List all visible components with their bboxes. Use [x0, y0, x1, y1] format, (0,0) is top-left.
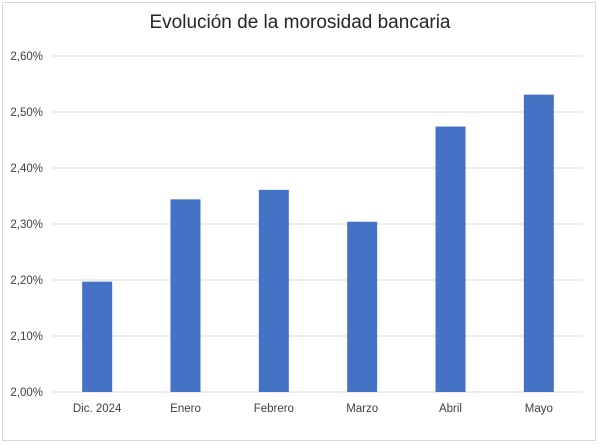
- bar-marzo: [347, 221, 378, 392]
- y-tick-label: 2,40%: [10, 163, 43, 175]
- y-tick-label: 2,50%: [10, 107, 43, 119]
- bar-febrero: [258, 189, 289, 392]
- y-tick-label: 2,30%: [10, 219, 43, 231]
- y-tick-label: 2,00%: [10, 387, 43, 399]
- x-tick-label: Dic. 2024: [73, 403, 122, 415]
- y-tick-label: 2,60%: [10, 51, 43, 63]
- bar-abril: [435, 126, 466, 392]
- x-tick-label: Enero: [170, 403, 201, 415]
- x-tick-label: Febrero: [254, 403, 294, 415]
- gridlines: [53, 55, 583, 393]
- chart-title: Evolución de la morosidad bancaria: [149, 12, 451, 33]
- y-tick-label: 2,10%: [10, 331, 43, 343]
- y-axis-labels: 2,00% 2,10% 2,20% 2,30% 2,40% 2,50% 2,60%: [10, 51, 43, 399]
- x-tick-label: Marzo: [346, 403, 378, 415]
- x-axis-labels: Dic. 2024 Enero Febrero Marzo Abril Mayo: [73, 403, 553, 415]
- bar-enero: [170, 199, 201, 392]
- y-tick-label: 2,20%: [10, 275, 43, 287]
- bar-mayo: [523, 94, 554, 392]
- bar-dic-2024: [82, 281, 113, 392]
- x-tick-label: Mayo: [525, 403, 553, 415]
- bars: [82, 94, 554, 392]
- x-tick-label: Abril: [439, 403, 462, 415]
